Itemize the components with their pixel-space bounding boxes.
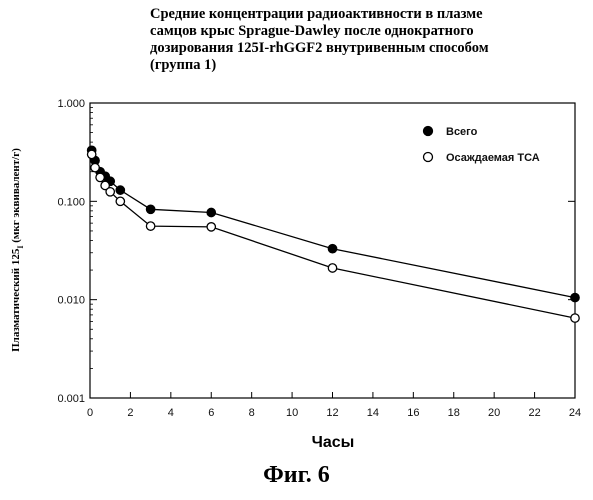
x-tick-label: 2 xyxy=(127,407,133,419)
x-tick-label: 10 xyxy=(286,407,298,419)
series-layer xyxy=(87,146,579,322)
line-chart: 1.0000.1000.0100.00102468101214161820222… xyxy=(0,0,593,460)
legend-label: Осаждаемая ТСА xyxy=(446,152,540,164)
ticks: 1.0000.1000.0100.00102468101214161820222… xyxy=(57,98,581,419)
data-point xyxy=(87,150,95,158)
data-point xyxy=(116,197,124,205)
x-axis-title: Часы xyxy=(312,434,355,451)
figure-label: Фиг. 6 xyxy=(0,462,593,489)
data-point xyxy=(571,293,579,301)
y-axis-title: Плазматический 125I (мкг эквивалент/г) xyxy=(10,148,25,352)
legend-label: Всего xyxy=(446,126,478,138)
data-point xyxy=(207,223,215,231)
data-point xyxy=(328,264,336,272)
x-tick-label: 4 xyxy=(168,407,174,419)
series-line xyxy=(92,150,575,297)
x-tick-label: 22 xyxy=(528,407,540,419)
x-tick-label: 8 xyxy=(249,407,255,419)
y-axis-title-main: Плазматический 125 xyxy=(10,248,22,352)
data-point xyxy=(91,163,99,171)
y-tick-label: 0.100 xyxy=(57,196,85,208)
series-2 xyxy=(87,150,579,322)
x-tick-label: 6 xyxy=(208,407,214,419)
x-tick-label: 12 xyxy=(326,407,338,419)
data-point xyxy=(146,205,154,213)
y-axis-title-unit: (мкг эквивалент/г) xyxy=(10,148,22,246)
x-tick-label: 0 xyxy=(87,407,93,419)
y-tick-label: 0.010 xyxy=(57,295,85,307)
x-tick-label: 24 xyxy=(569,407,581,419)
legend-marker xyxy=(424,127,433,136)
data-point xyxy=(116,186,124,194)
data-point xyxy=(96,173,104,181)
data-point xyxy=(207,208,215,216)
x-tick-label: 20 xyxy=(488,407,500,419)
series-1 xyxy=(87,146,579,302)
data-point xyxy=(328,244,336,252)
series-line xyxy=(92,154,575,318)
x-tick-label: 18 xyxy=(448,407,460,419)
y-tick-label: 1.000 xyxy=(57,98,85,110)
x-tick-label: 14 xyxy=(367,407,379,419)
data-point xyxy=(106,188,114,196)
legend: Всего Осаждаемая ТСА xyxy=(424,126,540,164)
y-tick-label: 0.001 xyxy=(57,393,85,405)
data-point xyxy=(146,222,154,230)
x-tick-label: 16 xyxy=(407,407,419,419)
data-point xyxy=(571,314,579,322)
legend-marker xyxy=(424,153,433,162)
